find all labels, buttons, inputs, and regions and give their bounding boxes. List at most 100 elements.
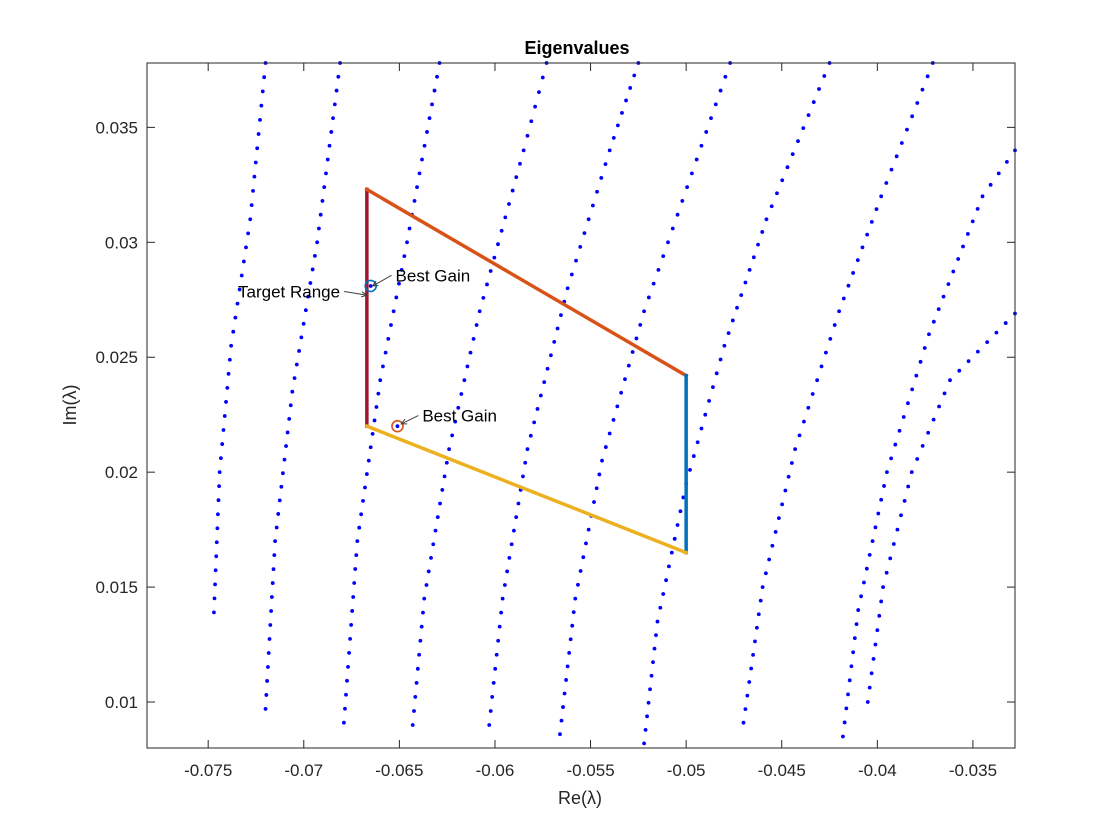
eigen-curve-7: [642, 61, 832, 746]
eigen-point: [488, 709, 493, 713]
eigen-point: [214, 540, 219, 545]
eigen-point: [279, 484, 284, 489]
eigen-point: [910, 114, 915, 119]
eigen-point: [281, 471, 285, 476]
eigen-point: [581, 555, 586, 560]
eigen-point: [325, 157, 330, 162]
eigen-point: [695, 440, 700, 445]
eigen-point: [654, 633, 658, 638]
eigen-point: [315, 240, 320, 245]
y-axis-title: Im(λ): [60, 385, 80, 426]
eigen-point: [893, 442, 898, 447]
eigen-point: [881, 585, 885, 589]
eigen-point: [847, 678, 852, 683]
eigen-point: [926, 430, 931, 435]
eigen-point: [488, 269, 493, 273]
eigen-point: [642, 309, 646, 314]
eigen-point: [713, 102, 718, 107]
eigen-point: [299, 335, 304, 340]
eigen-point: [832, 323, 837, 327]
eigen-point: [758, 598, 763, 603]
eigen-point: [751, 255, 756, 260]
eigen-point: [862, 580, 866, 585]
eigen-point: [499, 610, 504, 615]
eigen-point: [655, 619, 660, 624]
eigen-point: [474, 323, 479, 327]
eigen-point: [430, 102, 434, 107]
eigen-point: [256, 132, 261, 136]
annotation-1: Best Gain: [371, 266, 470, 287]
eigen-point: [694, 157, 699, 162]
eigen-point: [290, 389, 295, 394]
eigen-point: [442, 474, 447, 479]
annotation-label: Target Range: [238, 282, 340, 301]
eigen-point: [796, 139, 800, 144]
eigen-point: [626, 363, 631, 368]
eigen-point: [276, 512, 281, 516]
eigen-point: [611, 135, 616, 140]
eigen-point: [532, 420, 537, 425]
eigen-point: [509, 542, 514, 547]
eigen-point: [775, 191, 779, 196]
eigen-point: [212, 610, 216, 615]
eigen-point: [667, 564, 671, 569]
y-tick-label: 0.025: [95, 348, 138, 367]
eigen-point: [244, 245, 248, 250]
eigen-point: [348, 637, 352, 641]
eigen-point: [271, 567, 276, 571]
eigen-point: [925, 74, 930, 79]
eigen-point: [492, 255, 497, 260]
eigen-point: [855, 258, 860, 263]
eigen-point: [642, 741, 646, 746]
eigen-point: [634, 336, 639, 341]
eigen-point: [485, 282, 489, 287]
eigen-point: [763, 571, 768, 576]
eigen-point: [345, 678, 349, 683]
eigen-point: [623, 377, 627, 382]
eigen-point: [343, 706, 347, 711]
eigen-point: [412, 199, 417, 203]
eigen-point: [860, 245, 865, 250]
eigen-point: [815, 378, 820, 383]
eigen-point: [859, 594, 863, 599]
eigen-point: [595, 189, 599, 194]
eigen-point: [628, 86, 633, 90]
eigen-point: [951, 269, 956, 274]
eigen-point: [975, 349, 980, 354]
eigen-point: [241, 259, 246, 264]
annotations: Best Gain Best Gain Target Range: [238, 266, 497, 425]
x-axis-title: Re(λ): [558, 788, 602, 808]
eigen-point: [599, 176, 604, 180]
eigen-point: [354, 553, 359, 557]
eigen-point: [856, 608, 861, 612]
eigen-point: [327, 143, 332, 148]
eigen-point: [747, 680, 752, 684]
eigen-point: [966, 232, 970, 236]
eigen-point: [817, 87, 821, 91]
eigen-point: [985, 340, 990, 345]
eigen-point: [350, 609, 355, 613]
eigen-point: [789, 461, 794, 465]
eigen-point: [415, 666, 420, 671]
eigen-point: [854, 622, 859, 627]
eigen-point: [320, 199, 325, 203]
eigen-point: [306, 294, 311, 299]
eigen-point: [620, 111, 624, 115]
eigen-point: [496, 638, 501, 643]
eigen-point: [957, 368, 962, 373]
eigen-point: [217, 484, 221, 489]
eigen-curve-2: [263, 61, 342, 711]
eigen-point: [222, 414, 227, 418]
eigen-point: [301, 321, 306, 326]
eigen-point: [669, 550, 674, 555]
x-tick-label: -0.07: [284, 761, 323, 780]
annotation-arrow-line: [372, 274, 392, 287]
eigen-point: [600, 458, 604, 463]
eigen-point: [769, 204, 774, 209]
eigen-point: [749, 666, 754, 671]
eigen-point: [648, 687, 652, 692]
eigen-point: [882, 484, 886, 488]
eigen-point: [852, 636, 857, 641]
eigen-point: [215, 526, 220, 531]
